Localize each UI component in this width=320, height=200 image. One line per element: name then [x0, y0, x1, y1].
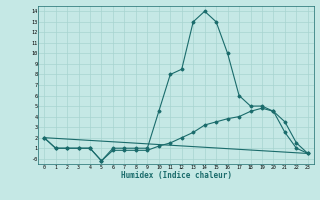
X-axis label: Humidex (Indice chaleur): Humidex (Indice chaleur)	[121, 171, 231, 180]
